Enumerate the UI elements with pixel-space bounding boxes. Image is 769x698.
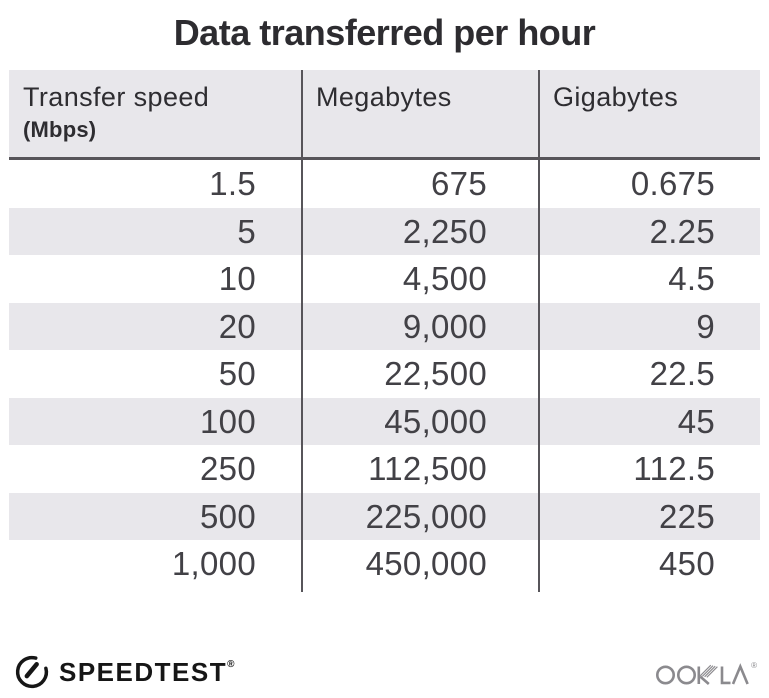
- header-megabytes: Megabytes: [316, 82, 452, 112]
- column-divider-1: [301, 70, 303, 592]
- cell-megabytes: 9,000: [402, 307, 487, 345]
- speedometer-gauge-icon: [13, 653, 51, 691]
- table-body: 1.5 675 0.675 5 2,250 2.25 10 4,500 4.5 20 9,000 9 5…: [9, 160, 760, 588]
- cell-megabytes: 675: [431, 165, 487, 202]
- cell-gigabytes: 9: [696, 307, 715, 345]
- table-row: 5 2,250 2.25: [9, 207, 760, 255]
- speedtest-wordmark: SPEEDTEST®: [59, 657, 234, 688]
- page-title: Data transferred per hour: [173, 12, 596, 53]
- cell-megabytes: 112,500: [368, 450, 487, 487]
- table-row: 100 45,000 45: [9, 397, 760, 445]
- speedtest-registered-mark: ®: [227, 658, 235, 670]
- cell-gigabytes: 2.25: [649, 212, 715, 250]
- cell-transfer-speed: 10: [218, 260, 256, 297]
- cell-gigabytes: 450: [659, 545, 715, 582]
- cell-transfer-speed: 500: [200, 497, 256, 535]
- table-row: 250 112,500 112.5: [9, 445, 760, 493]
- cell-megabytes: 22,500: [384, 355, 487, 392]
- speedtest-label: SPEEDTEST: [59, 656, 228, 687]
- table-row: 1,000 450,000 450: [9, 540, 760, 588]
- cell-gigabytes: 45: [677, 402, 715, 440]
- cell-megabytes: 45,000: [384, 402, 487, 440]
- table-row: 10 4,500 4.5: [9, 255, 760, 303]
- cell-megabytes: 225,000: [365, 497, 487, 535]
- cell-gigabytes: 112.5: [633, 450, 715, 487]
- cell-transfer-speed: 250: [200, 450, 256, 487]
- header-gigabytes: Gigabytes: [553, 82, 679, 112]
- cell-transfer-speed: 50: [218, 355, 256, 392]
- table-row: 50 22,500 22.5: [9, 350, 760, 398]
- cell-transfer-speed: 100: [200, 402, 256, 440]
- table-row: 20 9,000 9: [9, 302, 760, 350]
- ookla-registered-mark: ®: [751, 661, 757, 670]
- table-header-row: Transfer speed (Mbps) Megabytes Gigabyte…: [9, 70, 760, 160]
- cell-transfer-speed: 1.5: [209, 165, 256, 202]
- cell-gigabytes: 22.5: [649, 355, 715, 392]
- cell-gigabytes: 0.675: [630, 165, 715, 202]
- cell-megabytes: 2,250: [402, 212, 487, 250]
- speedtest-logo: SPEEDTEST®: [13, 653, 234, 691]
- cell-gigabytes: 225: [659, 497, 715, 535]
- cell-megabytes: 4,500: [402, 260, 487, 297]
- cell-transfer-speed: 1,000: [171, 545, 256, 582]
- table-row: 500 225,000 225: [9, 492, 760, 540]
- cell-transfer-speed: 5: [237, 212, 256, 250]
- ookla-logo: ®: [656, 660, 757, 686]
- table-row: 1.5 675 0.675: [9, 160, 760, 208]
- cell-transfer-speed: 20: [218, 307, 256, 345]
- cell-gigabytes: 4.5: [668, 260, 715, 297]
- ookla-wordmark-icon: [656, 660, 750, 686]
- column-divider-2: [538, 70, 540, 592]
- data-table: Transfer speed (Mbps) Megabytes Gigabyte…: [9, 70, 760, 592]
- header-transfer-speed: Transfer speed (Mbps): [9, 70, 302, 157]
- header-mbps-unit: (Mbps): [23, 117, 97, 142]
- cell-megabytes: 450,000: [365, 545, 487, 582]
- header-transfer-speed-label: Transfer speed: [23, 82, 210, 112]
